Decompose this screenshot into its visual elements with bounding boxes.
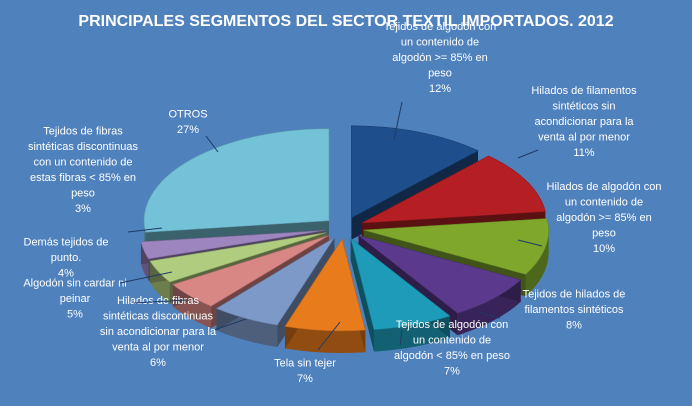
- pie-slice: [350, 237, 451, 352]
- leader-line: [133, 299, 187, 304]
- pie-slice-top: [149, 232, 326, 283]
- slice-label: Tela sin tejer 7%: [274, 357, 336, 385]
- pie-slice-top: [363, 218, 549, 275]
- leader-line: [393, 101, 403, 141]
- leader-line: [213, 318, 247, 331]
- slice-label: Demás tejidos de punto. 4%: [24, 237, 109, 280]
- slice-cut-face: [350, 238, 374, 352]
- pie-slice-top: [215, 237, 335, 326]
- slice-label: OTROS 27%: [168, 108, 207, 136]
- leader-line: [317, 321, 341, 351]
- slice-side-wall: [525, 230, 549, 297]
- slice-label: Algodón sin cardar ni peinar 5%: [23, 278, 126, 321]
- pie-slice-top: [361, 155, 546, 224]
- slice-label: Tejidos de fibras sintéticas discontinuas…: [28, 125, 139, 215]
- pie-slice-top: [358, 235, 522, 314]
- leader-line: [517, 149, 539, 159]
- leader-line: [127, 227, 163, 233]
- slice-label: Tejidos de hilados de filamentos sintétic…: [523, 289, 626, 332]
- pie-labels: Tejidos de algodón con un contenido de alg…: [23, 21, 661, 385]
- pie-slice-top: [350, 237, 451, 330]
- pie-slice-top: [351, 125, 479, 219]
- slice-label: Hilados de algodón con un contenido de alg…: [547, 181, 662, 255]
- pie-slice-top: [172, 234, 330, 307]
- slice-side-wall: [284, 326, 366, 353]
- slice-label: Hilados de fibras sintéticas discontinuas…: [100, 295, 217, 369]
- pie-slice: [284, 238, 366, 353]
- slice-label: Hilados de filamentos sintéticos sin acond…: [531, 85, 637, 159]
- leader-line: [477, 311, 501, 319]
- pie-slices: [140, 125, 549, 353]
- leader-line: [119, 271, 173, 284]
- slice-side-wall: [373, 316, 450, 352]
- leader-line: [517, 239, 543, 247]
- pie-slice-top: [143, 128, 330, 233]
- slice-label: Tejidos de algodón con un contenido de alg…: [394, 319, 510, 378]
- leader-line: [205, 135, 219, 153]
- chart-title: PRINCIPALES SEGMENTOS DEL SECTOR TEXTIL …: [78, 13, 613, 30]
- pie-slice-top: [284, 238, 366, 332]
- leader-line: [399, 329, 403, 346]
- pie-slice-top: [140, 230, 325, 260]
- slice-label: Tejidos de algodón con un contenido de alg…: [384, 21, 497, 95]
